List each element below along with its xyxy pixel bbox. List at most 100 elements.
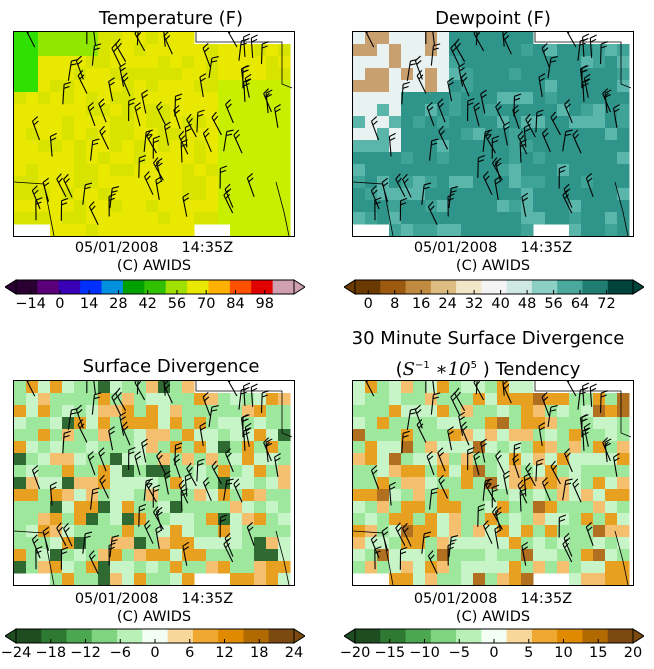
- field-cell: [14, 537, 27, 550]
- field-cell: [74, 128, 87, 141]
- wind-barb-staff: [458, 415, 464, 436]
- field-cell: [473, 176, 486, 189]
- wind-barb-flag: [220, 514, 228, 518]
- timestamp-temperature: 05/01/2008 14:35Z: [74, 240, 234, 256]
- field-cell: [38, 92, 51, 105]
- field-cell: [497, 405, 510, 418]
- field-cell: [473, 212, 486, 225]
- colorbar-segment: [272, 280, 295, 294]
- colorbar-tick-label: −15: [374, 645, 406, 661]
- field-cell: [605, 212, 618, 225]
- field-cell: [509, 537, 522, 550]
- wind-barb-flag: [42, 526, 50, 532]
- field-cell: [26, 128, 39, 141]
- wind-barb-staff: [414, 60, 423, 80]
- wind-barb: [163, 32, 166, 47]
- wind-barb-flag: [35, 550, 42, 554]
- wind-barb: [550, 111, 561, 136]
- field-cell: [365, 417, 378, 430]
- wind-barb: [211, 111, 222, 136]
- field-cell: [38, 561, 51, 574]
- field-cell: [605, 573, 618, 585]
- field-cell: [593, 212, 606, 225]
- field-cell: [266, 393, 279, 406]
- field-cell: [449, 561, 462, 574]
- field-cell: [437, 381, 450, 394]
- wind-barb-flag: [613, 452, 620, 458]
- field-cell: [593, 188, 606, 201]
- wind-barb-flag: [559, 514, 567, 518]
- field-cell: [98, 68, 111, 81]
- wind-barb: [426, 451, 435, 476]
- field-cell: [98, 224, 111, 236]
- field-cell: [182, 68, 195, 81]
- field-cell: [401, 429, 414, 442]
- field-cell: [557, 393, 570, 406]
- field-cell: [569, 453, 582, 466]
- wind-barb-flag: [604, 438, 612, 443]
- field-cell: [158, 417, 171, 430]
- wind-barb-staff: [155, 179, 160, 200]
- field-cell: [353, 393, 366, 406]
- wind-barb-flag: [128, 451, 135, 455]
- wind-barb-flag: [400, 546, 408, 551]
- field-cell: [266, 56, 279, 69]
- field-cell: [389, 393, 402, 406]
- wind-barb-flag: [467, 102, 474, 106]
- field-cell: [62, 465, 75, 478]
- wind-barb: [199, 422, 207, 447]
- wind-barb-staff: [477, 157, 479, 178]
- field-cell: [146, 465, 159, 478]
- wind-barb-staff: [585, 526, 594, 547]
- wind-barb-staff: [513, 96, 516, 117]
- credit-tendency: (C) AWIDS: [455, 609, 531, 625]
- field-cell: [62, 381, 75, 394]
- field-cell: [86, 176, 99, 189]
- wind-barb-flag: [50, 486, 57, 490]
- wind-barb: [128, 97, 136, 121]
- field-cell: [569, 537, 582, 550]
- field-cell: [485, 56, 498, 69]
- field-cell: [401, 80, 414, 93]
- wind-barb: [208, 405, 219, 428]
- colorbar-tick-label: 20: [623, 645, 643, 661]
- field-cell: [74, 176, 87, 189]
- field-cell: [581, 140, 594, 153]
- wind-barb-flag: [113, 46, 119, 53]
- field-cell: [413, 224, 426, 236]
- field-cell: [62, 393, 75, 406]
- wind-barb: [460, 421, 470, 446]
- wind-barb-flag: [524, 128, 531, 132]
- field-cell: [377, 501, 390, 514]
- field-cell: [401, 417, 414, 430]
- field-cell: [425, 465, 438, 478]
- wind-barb-staff: [525, 468, 536, 487]
- wind-barb-flag: [121, 421, 128, 428]
- wind-barb: [491, 135, 500, 159]
- wind-barb-flag: [134, 451, 141, 457]
- field-cell: [545, 140, 558, 153]
- wind-barb: [156, 450, 166, 475]
- field-cell: [557, 200, 570, 213]
- field-cell: [26, 188, 39, 201]
- field-cell: [617, 417, 630, 430]
- field-cell: [146, 32, 159, 45]
- field-cell: [134, 56, 147, 69]
- colorbar-segment: [142, 629, 169, 643]
- field-cell: [413, 549, 426, 562]
- wind-barb-flag: [456, 391, 461, 398]
- field-cell: [533, 80, 546, 93]
- field-cell: [278, 140, 291, 153]
- field-cell: [353, 561, 366, 574]
- wind-barb-staff: [91, 394, 95, 415]
- field-cell: [158, 405, 171, 418]
- wind-barb-flag: [513, 458, 520, 464]
- field-cell: [134, 224, 147, 236]
- field-cell: [413, 152, 426, 165]
- wind-barb-flag: [43, 182, 50, 187]
- wind-barb-flag: [428, 201, 434, 208]
- wind-barb-flag: [525, 113, 531, 120]
- field-cell: [605, 489, 618, 502]
- field-cell: [146, 68, 159, 81]
- wind-barb-flag: [108, 426, 115, 431]
